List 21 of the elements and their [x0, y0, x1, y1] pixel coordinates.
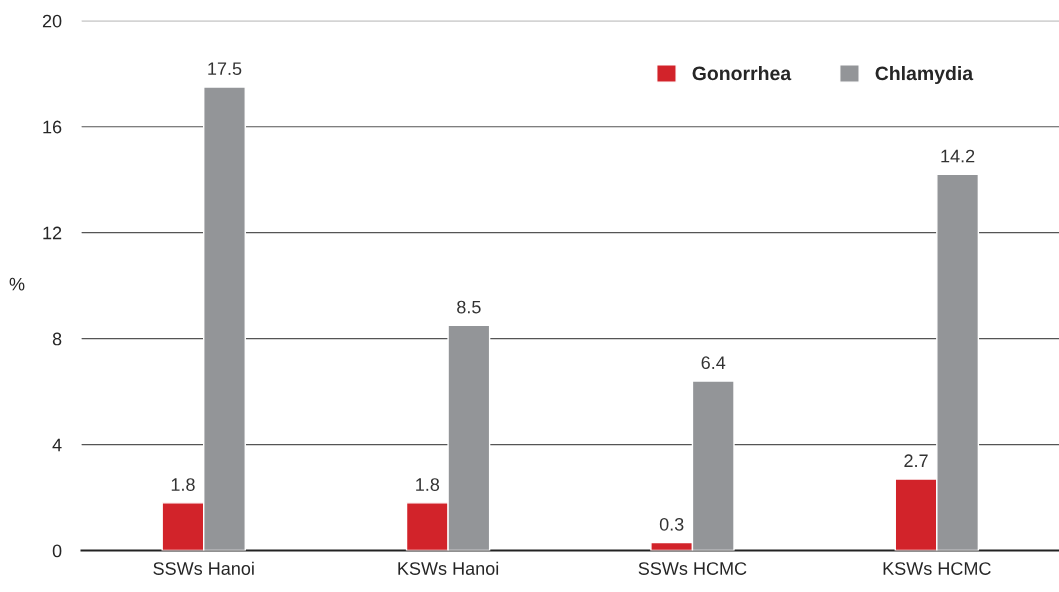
data-label: 0.3: [659, 517, 684, 531]
y-tick-label: 0: [52, 544, 62, 558]
data-label: 6.4: [701, 356, 726, 370]
y-tick-label: 12: [43, 226, 62, 240]
x-tick-label: SSWs Hanoi: [153, 561, 254, 575]
legend-label: Gonorrhea: [692, 65, 792, 81]
data-label: 14.2: [941, 149, 975, 163]
x-tick-label: KSWs Hanoi: [398, 561, 499, 575]
data-label: 17.5: [208, 62, 242, 76]
x-tick-label: KSWs HCMC: [883, 562, 991, 575]
x-tick-label: SSWs HCMC: [638, 562, 747, 575]
data-label: 2.7: [904, 454, 928, 467]
data-label: 1.8: [171, 478, 195, 491]
data-label: 1.8: [416, 478, 440, 491]
y-tick-label: 4: [52, 438, 62, 452]
y-tick-label: 8: [52, 332, 62, 346]
y-tick-label: 20: [42, 14, 62, 28]
y-tick-label: 16: [43, 120, 62, 134]
data-label: 8.5: [457, 300, 481, 314]
y-axis-title: %: [9, 277, 25, 291]
legend-label: Chlamydia: [875, 65, 974, 85]
